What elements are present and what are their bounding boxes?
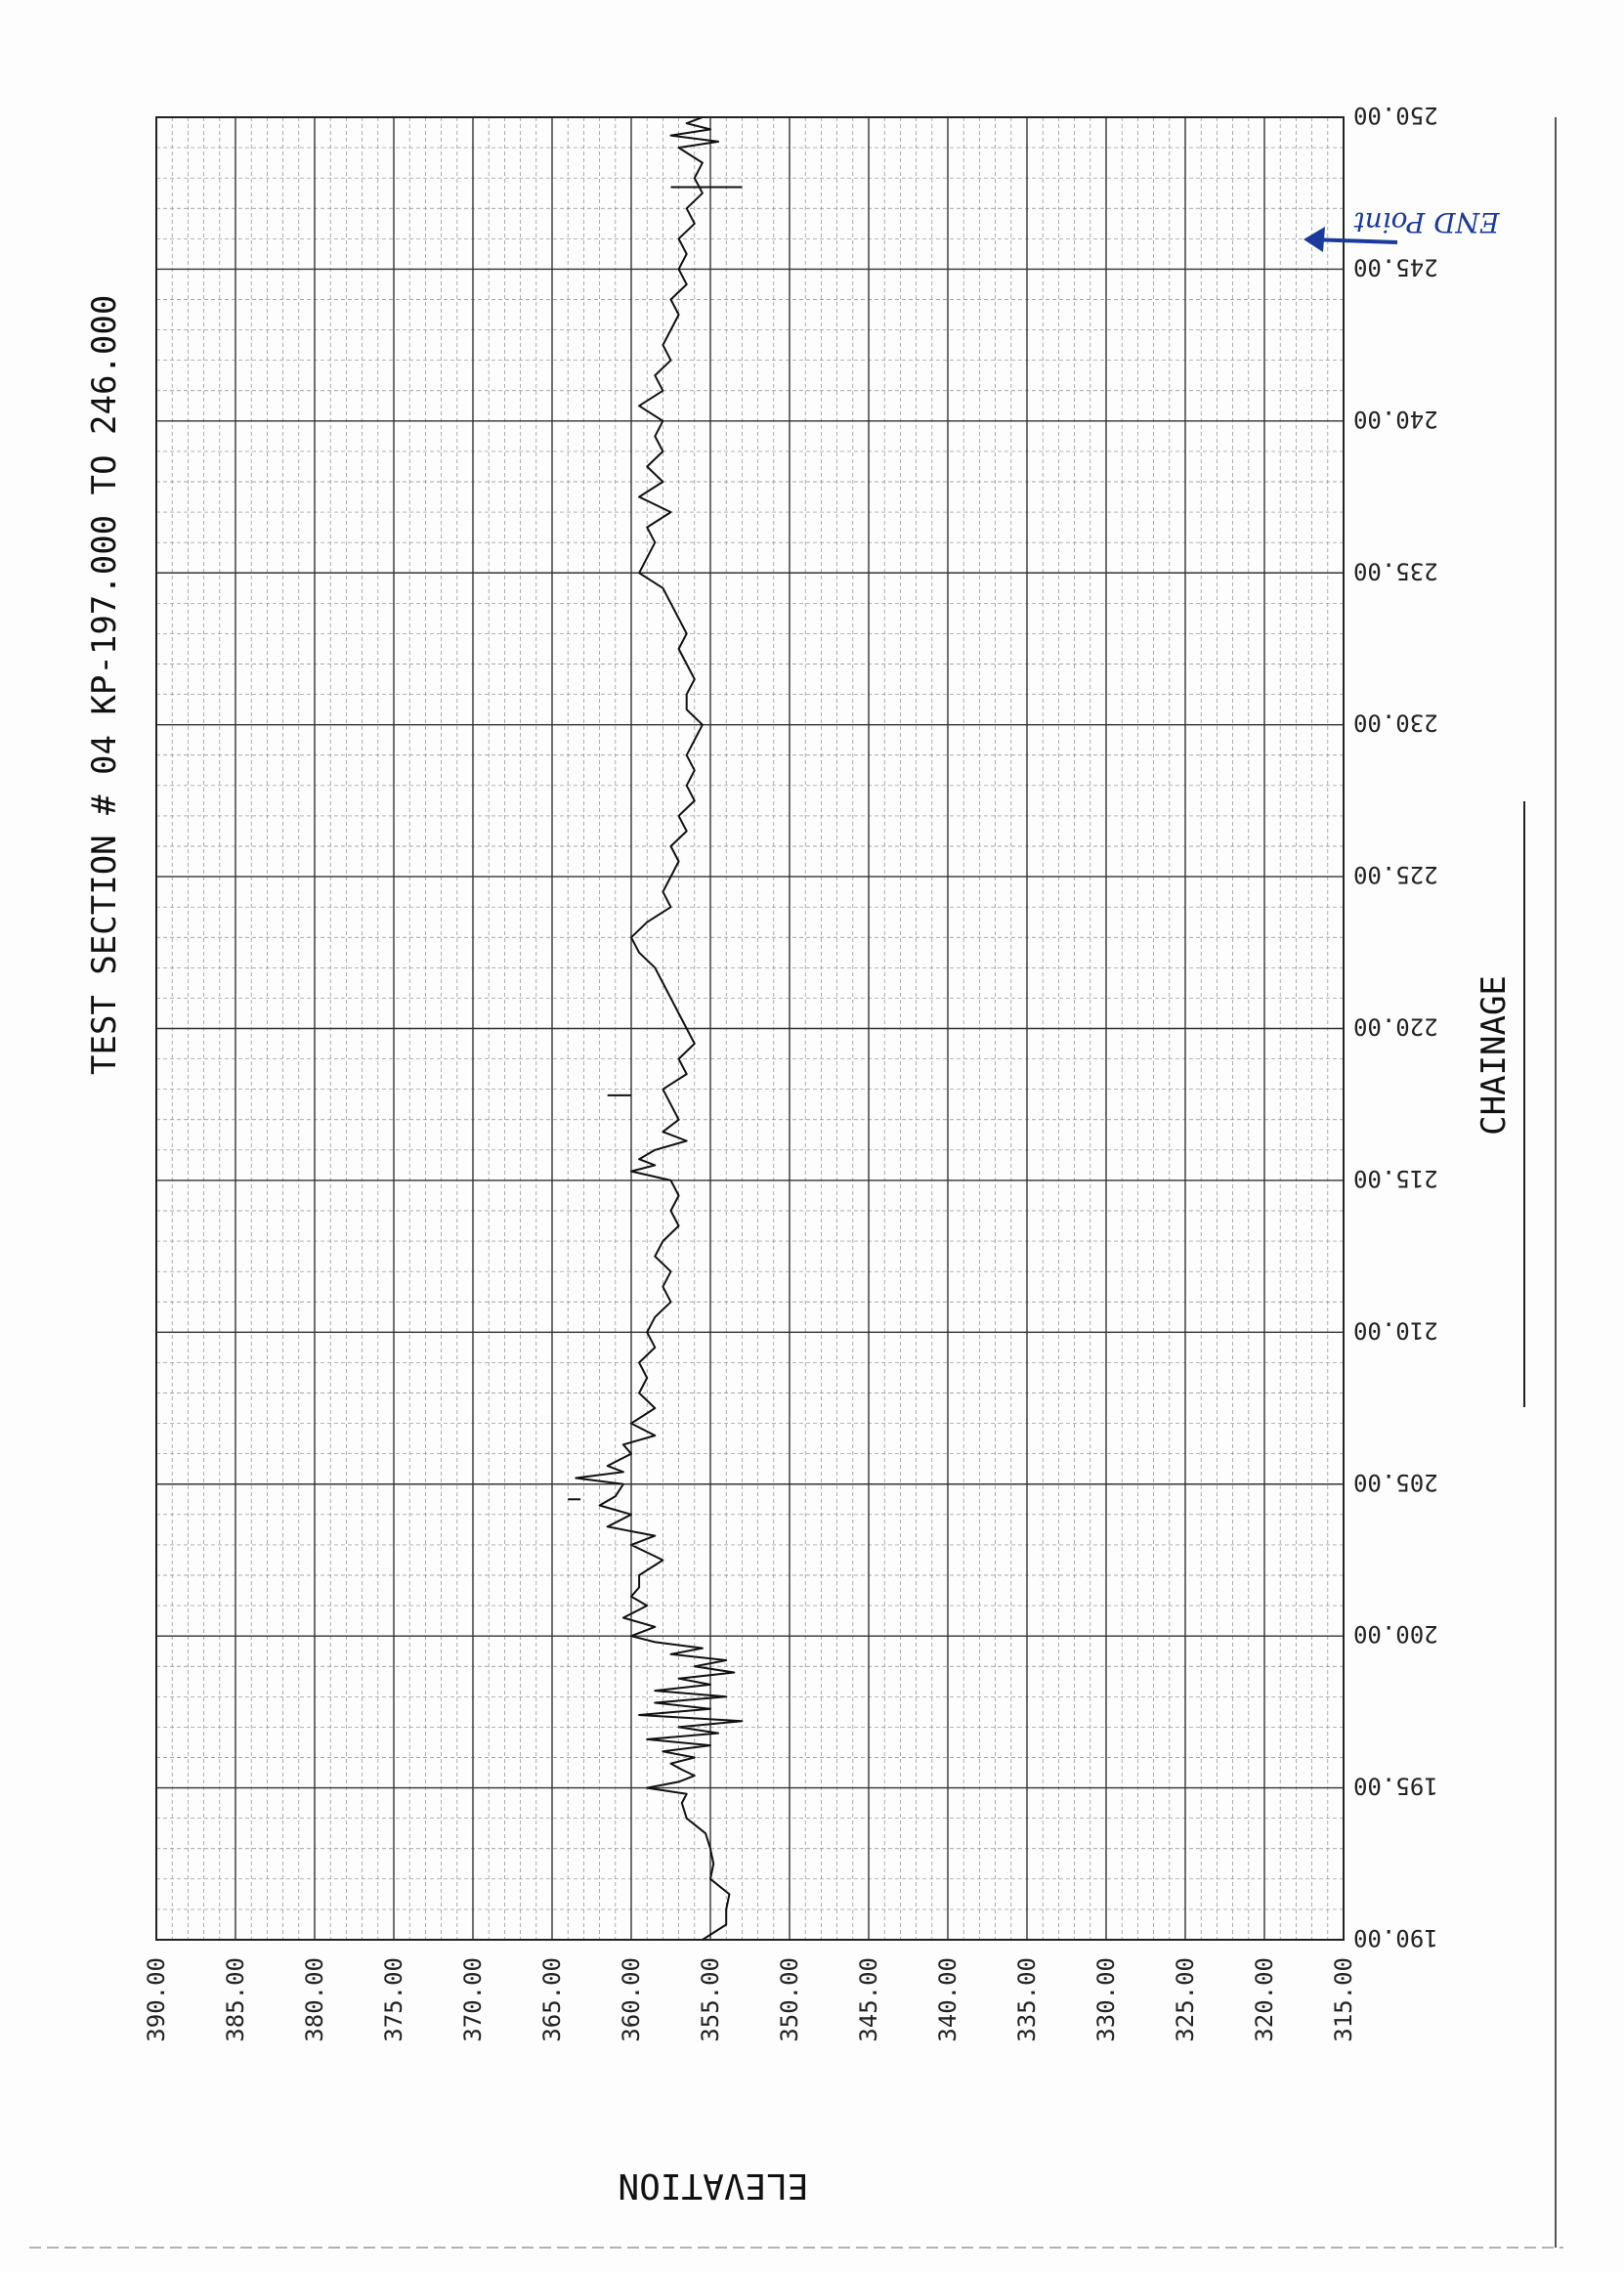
chainage-tick-label: 195.00 (1353, 1773, 1438, 1800)
elevation-tick-label: 340.00 (934, 1957, 962, 2042)
chainage-tick-label: 230.00 (1353, 709, 1438, 737)
chainage-tick-label: 215.00 (1353, 1165, 1438, 1192)
elevation-tick-label: 370.00 (459, 1957, 487, 2042)
chainage-tick-label: 250.00 (1353, 102, 1438, 129)
chainage-tick-label: 220.00 (1353, 1013, 1438, 1041)
elevation-profile-line (575, 116, 744, 1941)
chainage-tick-label: 235.00 (1353, 557, 1438, 584)
elevation-tick-label: 345.00 (855, 1957, 882, 2042)
elevation-tick-label: 350.00 (776, 1957, 803, 2042)
chainage-tick-label: 205.00 (1353, 1469, 1438, 1496)
elevation-tick-label: 360.00 (618, 1957, 645, 2042)
plot-frame (155, 116, 1345, 1941)
chainage-tick-label: 190.00 (1353, 1924, 1438, 1951)
end-point-label: END Point (1353, 206, 1501, 238)
elevation-tick-label: 380.00 (301, 1957, 328, 2042)
elevation-tick-label: 320.00 (1251, 1957, 1278, 2042)
elevation-tick-label: 335.00 (1013, 1957, 1041, 2042)
elevation-tick-label: 385.00 (222, 1957, 249, 2042)
chainage-tick-label: 200.00 (1353, 1620, 1438, 1648)
chainage-tick-label: 225.00 (1353, 861, 1438, 888)
page-edge-lines (29, 117, 1563, 2249)
elevation-tick-label: 375.00 (380, 1957, 407, 2042)
elevation-tick-label: 325.00 (1172, 1957, 1199, 2042)
chainage-tick-label: 210.00 (1353, 1316, 1438, 1344)
y-axis-label: ELEVATION (618, 2165, 808, 2206)
arrow-head-icon (1303, 227, 1325, 252)
x-axis-label: CHAINAGE (1474, 975, 1514, 1136)
elevation-tick-label: 315.00 (1330, 1957, 1357, 2042)
chart-title: TEST SECTION # 04 KP-197.000 TO 246.000 (85, 295, 124, 1075)
elevation-tick-label: 355.00 (697, 1957, 724, 2042)
elevation-tick-label: 365.00 (538, 1957, 566, 2042)
end-point-annotation: END Point (1303, 206, 1501, 252)
chainage-tick-label: 245.00 (1353, 253, 1438, 280)
series-layer (568, 116, 744, 1941)
elevation-tick-label: 330.00 (1092, 1957, 1120, 2042)
chainage-tick-label: 240.00 (1353, 406, 1438, 433)
chainage-tick-labels: 190.00 195.00 200.00 205.00 210.00 215.00 220.… (1353, 102, 1438, 1951)
elevation-tick-labels: 390.00 385.00 380.00 375.00 370.00 365.00 360.… (143, 1957, 1357, 2042)
elevation-tick-label: 390.00 (143, 1957, 170, 2042)
end-point-arrow (1308, 237, 1398, 244)
